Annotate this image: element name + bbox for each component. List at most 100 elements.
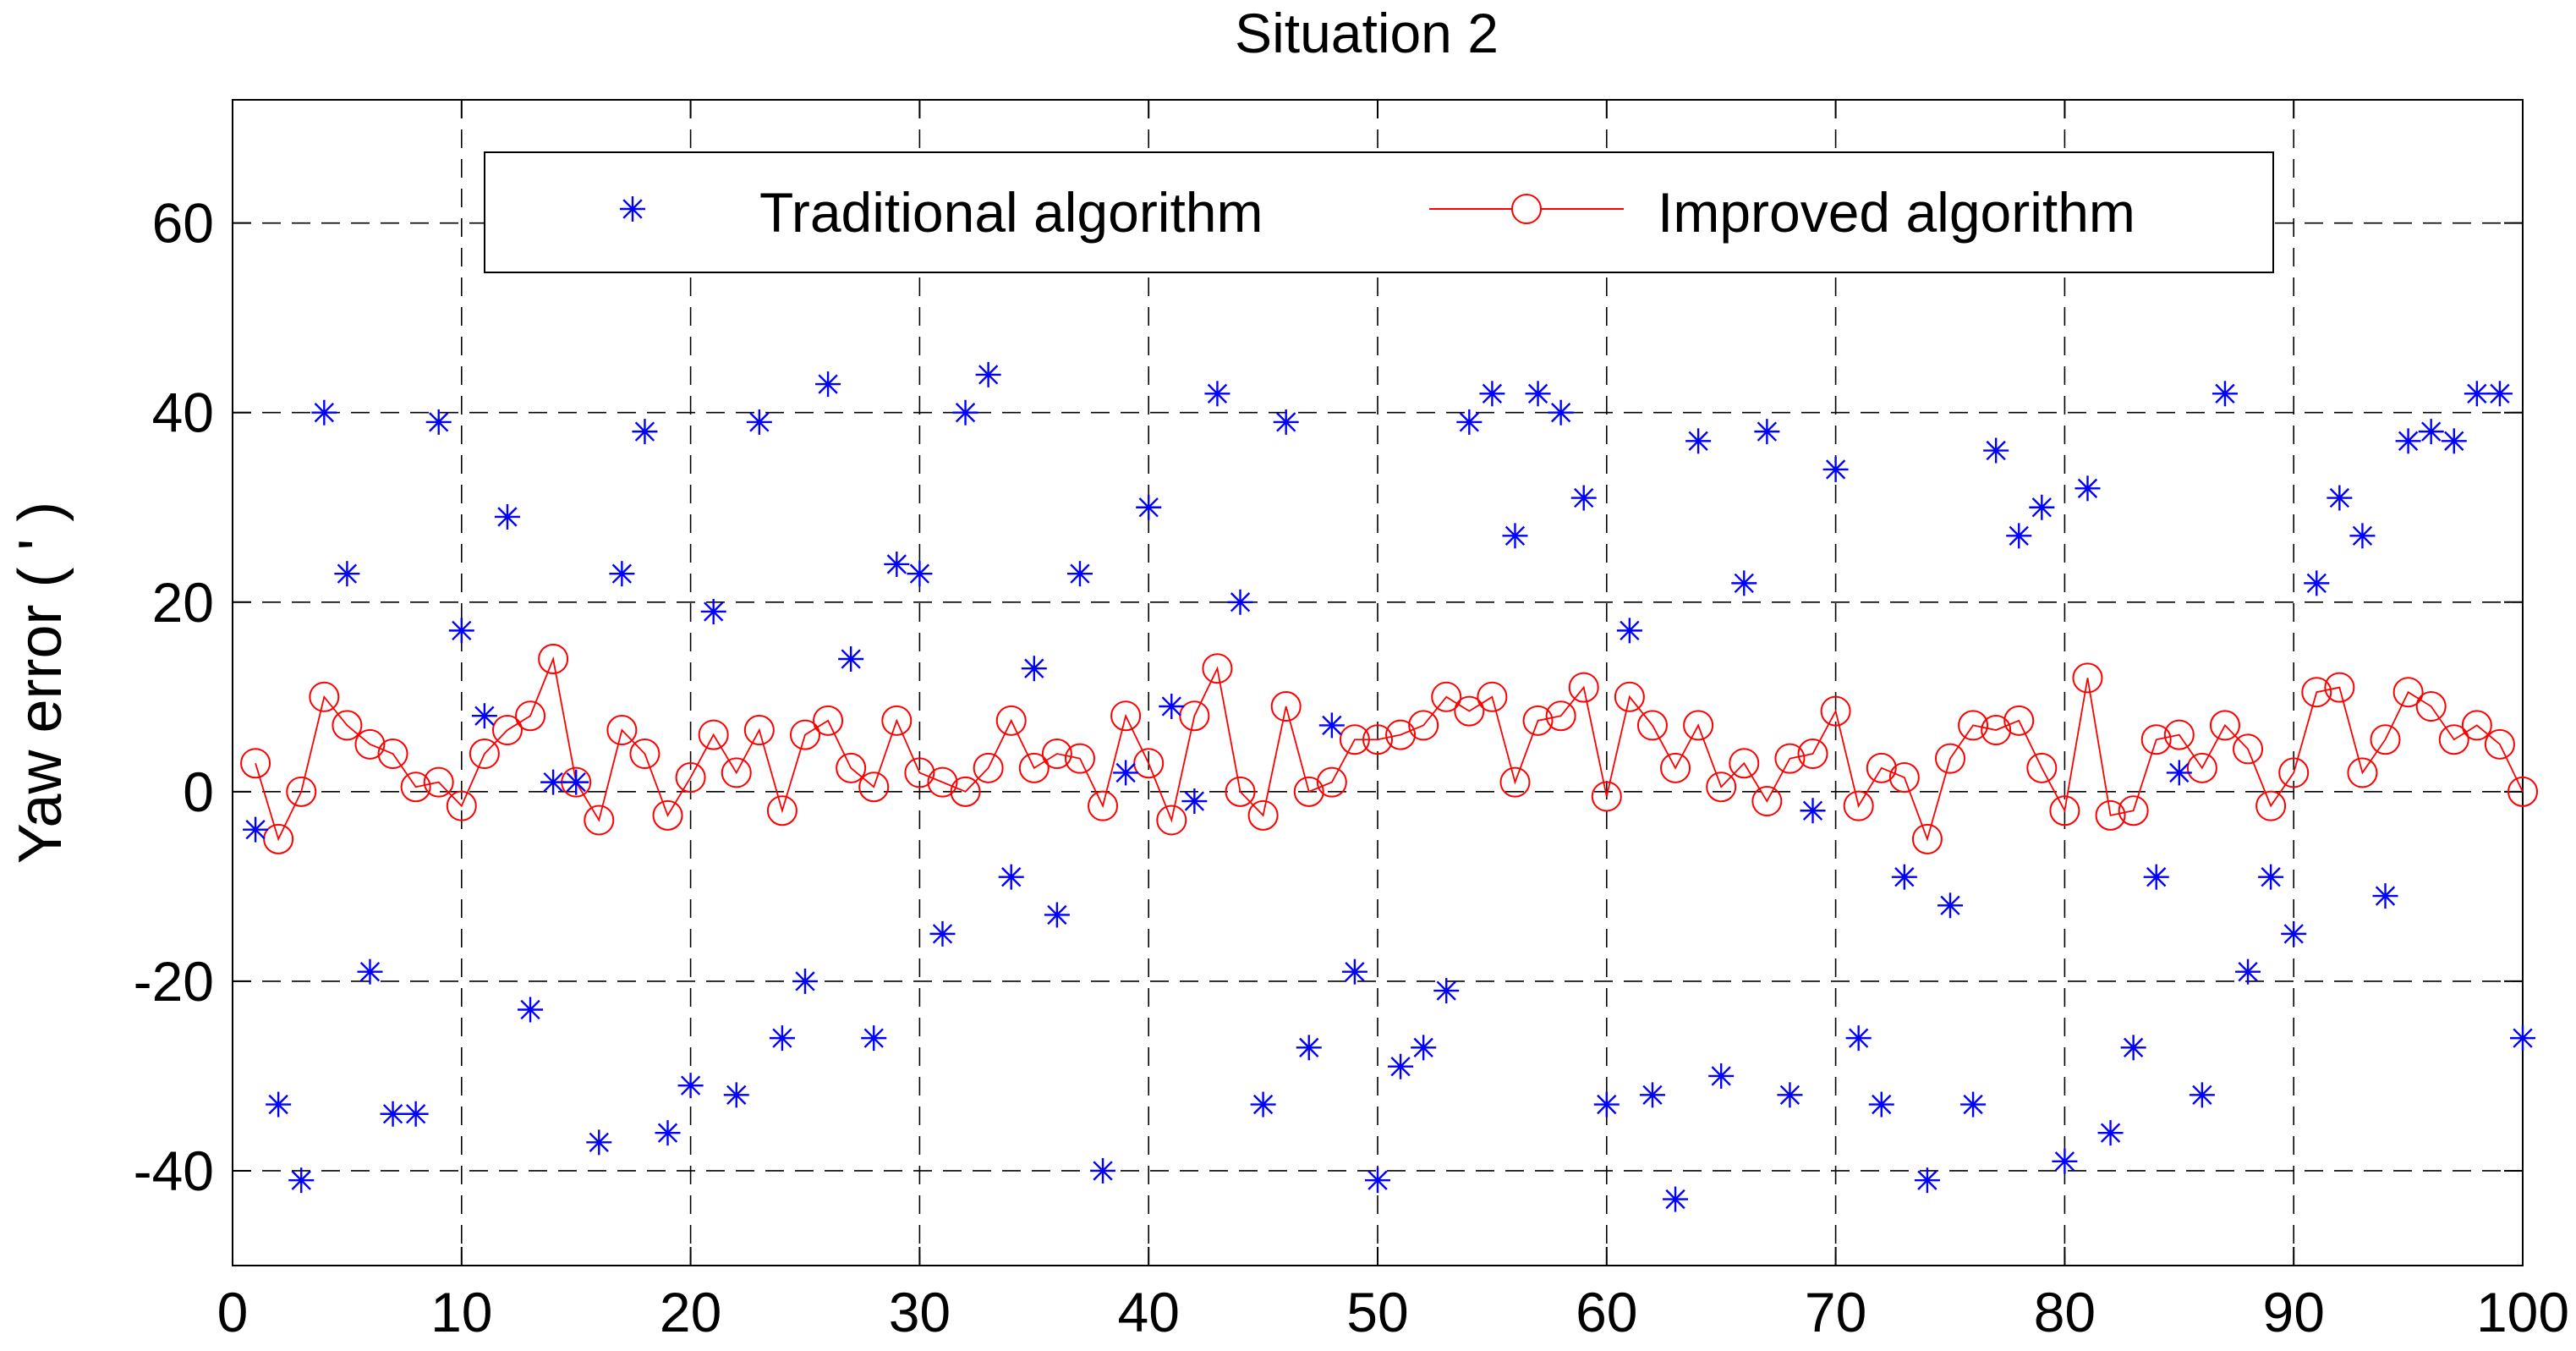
improved-point [1247,799,1279,831]
traditional-point [1685,428,1712,454]
traditional-point-stroke [1345,962,1365,982]
traditional-point-stroke [909,563,930,584]
traditional-point-stroke [382,1104,403,1124]
traditional-point [861,1025,887,1052]
traditional-point [2372,883,2398,909]
traditional-point-stroke [2146,867,2167,887]
traditional-point [1891,864,1917,890]
traditional-point-stroke [2077,478,2098,498]
y-tick-label: 20 [152,571,214,634]
traditional-point [1731,570,1757,596]
x-tick-label: 40 [1117,1281,1179,1343]
improved-point [1660,752,1691,783]
traditional-point-stroke [543,772,563,793]
traditional-point-stroke [657,1123,678,1143]
traditional-point-stroke [2444,431,2464,451]
traditional-point-stroke [2261,867,2281,887]
improved-point [973,752,1004,783]
improved-point [652,799,683,831]
improved-point [1751,786,1783,817]
improved-point [1706,772,1737,803]
traditional-point [1639,1082,1665,1108]
traditional-point [2097,1120,2124,1146]
legend-box [484,151,2274,273]
traditional-point-stroke [1986,440,2006,461]
improved-point [629,739,660,770]
improved-point [1911,823,1943,854]
traditional-point [1960,1091,1987,1118]
traditional-point-stroke [1550,403,1571,423]
improved-point [2461,710,2492,741]
traditional-point-stroke [291,1170,311,1190]
improved-point [1316,766,1347,798]
traditional-point [655,1120,681,1146]
traditional-point-stroke [1894,867,1915,887]
traditional-point-stroke [1024,658,1044,678]
traditional-point-stroke [359,962,381,982]
traditional-point-stroke [2238,962,2258,982]
x-tick-label: 20 [660,1281,721,1343]
improved-point [1729,748,1760,779]
improved-point [286,776,317,807]
traditional-point [1822,456,1849,482]
traditional-point [1227,589,1253,615]
traditional-point [2418,419,2444,445]
traditional-point [1066,561,1093,587]
traditional-point [334,561,360,587]
improved-point [904,757,935,788]
improved-point [927,766,958,798]
traditional-point-stroke [1688,431,1708,451]
improved-point [2278,757,2310,788]
improved-point [2484,728,2515,760]
traditional-point [518,997,544,1023]
improved-point [584,805,615,836]
improved-point [1362,724,1393,755]
improved-point [1797,739,1828,770]
traditional-point-stroke [1482,383,1503,404]
improved-point [1935,743,1965,774]
traditional-point [1136,494,1162,520]
traditional-point [357,958,383,985]
traditional-point-stroke [2306,573,2327,594]
traditional-point-stroke [520,999,540,1020]
traditional-point-stroke [1940,895,1960,915]
improved-point [1591,781,1622,812]
traditional-point [1479,381,1505,407]
improved-point [2370,724,2401,755]
y-tick-label: -40 [134,1140,214,1202]
traditional-point [769,1025,795,1052]
improved-point [1522,705,1554,736]
traditional-point-stroke [1436,980,1456,1001]
traditional-point-stroke [634,421,655,442]
traditional-point-stroke [337,563,358,584]
traditional-point-stroke [1161,696,1181,717]
traditional-point-stroke [1322,715,1342,736]
improved-point [675,762,706,794]
traditional-point [1090,1157,1116,1183]
traditional-point-stroke [1459,412,1479,432]
traditional-point [425,409,452,435]
traditional-point-stroke [1093,1161,1113,1181]
traditional-point [1914,1167,1940,1194]
improved-point [1293,776,1324,807]
traditional-point-stroke [2490,383,2510,404]
improved-point [1270,691,1302,722]
traditional-point [975,361,1001,387]
improved-point [995,705,1027,736]
traditional-point [929,920,956,947]
improved-point [1018,752,1050,783]
traditional-point-stroke [566,772,586,793]
y-tick-label: 40 [152,382,214,444]
x-tick-label: 30 [889,1281,951,1343]
traditional-point-stroke [314,403,334,423]
traditional-point [1181,788,1208,815]
traditional-point-stroke [1757,421,1778,442]
traditional-point [746,409,772,435]
improved-point [1499,766,1531,798]
improved-point [1958,710,1989,741]
x-tick-label: 100 [2476,1281,2569,1343]
improved-point [538,643,569,674]
improved-point [1545,700,1576,732]
